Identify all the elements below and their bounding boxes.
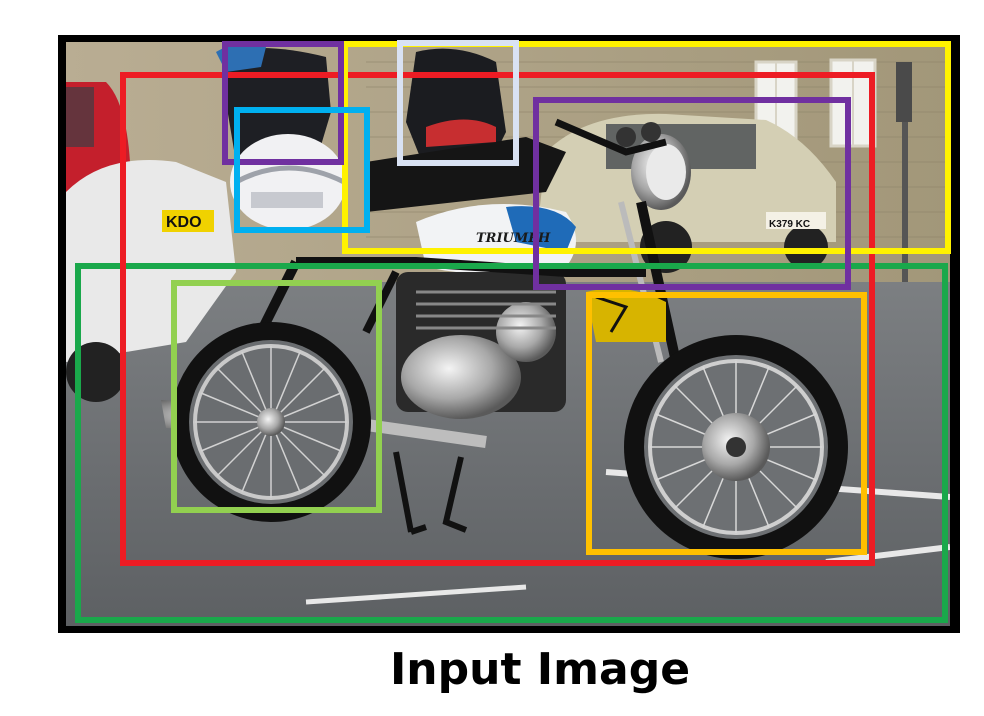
caption: Input Image xyxy=(389,644,691,695)
bbox-yellow xyxy=(342,41,951,254)
bbox-purple-rider xyxy=(222,41,344,165)
bbox-lightblue-helmet xyxy=(234,107,370,233)
plate-text-left: KDO xyxy=(166,214,202,231)
input-photo: KDO TRIUMPH xyxy=(66,42,950,626)
bbox-purple-headlight xyxy=(533,97,851,290)
plate-text-car: K379 KC xyxy=(769,219,810,230)
bbox-lightgreen-rearwheel xyxy=(171,280,382,513)
bbox-red xyxy=(120,72,875,566)
bbox-white-rider xyxy=(397,40,519,166)
bbox-orange-frontwheel xyxy=(586,292,867,555)
bbox-green xyxy=(75,263,948,623)
tank-badge: TRIUMPH xyxy=(476,231,551,246)
